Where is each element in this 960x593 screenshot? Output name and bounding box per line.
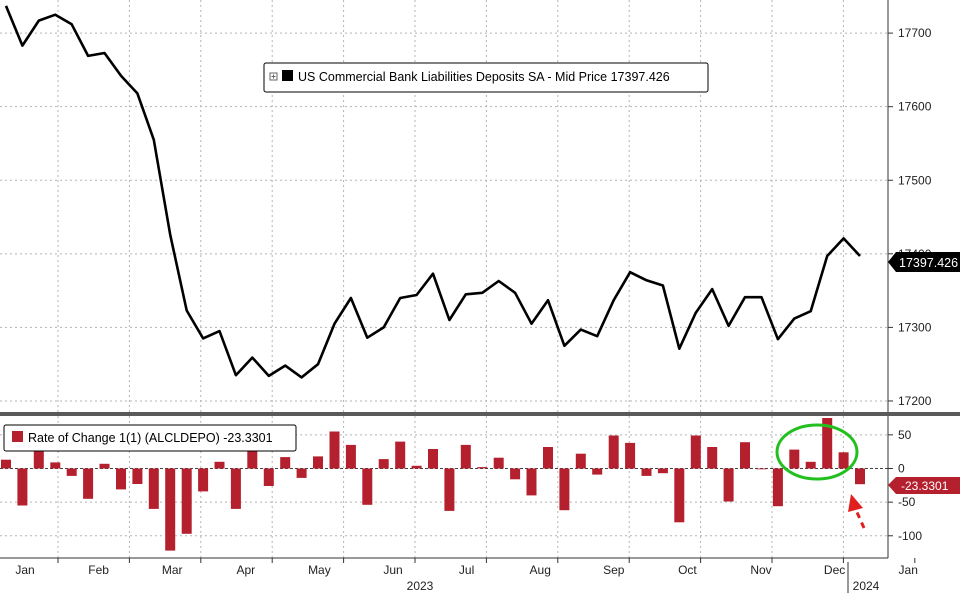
bottom-y-tick-label: 50 [898, 428, 912, 442]
x-month-label: Jun [383, 563, 402, 577]
rate-of-change-bar [313, 456, 323, 469]
rate-of-change-bar [855, 468, 865, 485]
rate-of-change-bar [690, 435, 701, 469]
x-year-label: 2024 [853, 579, 880, 593]
rate-of-change-bar [247, 450, 258, 469]
rate-of-change-bar [1, 459, 11, 469]
bottom-y-tick-label: -50 [898, 495, 916, 509]
rate-of-change-bar [66, 468, 77, 476]
rate-of-change-bar [822, 418, 833, 469]
top-panel-y-axis: 172001730017400175001760017700 [887, 0, 932, 412]
top-y-tick-label: 17300 [898, 320, 932, 334]
rate-of-change-bar [444, 468, 455, 511]
rate-of-change-bar [296, 468, 307, 478]
rate-of-change-bar [674, 468, 685, 523]
x-year-label: 2023 [407, 579, 434, 593]
bottom-y-tick-label: -100 [898, 529, 922, 543]
top-y-tick-label: 17700 [898, 26, 932, 40]
rate-of-change-bar [230, 468, 241, 509]
last-value-tag-top: 17397.426 [888, 252, 960, 272]
rate-of-change-bar [460, 444, 471, 469]
rate-of-change-bar [559, 468, 570, 511]
top-y-tick-label: 17500 [898, 173, 932, 187]
rate-of-change-bar [838, 452, 849, 469]
rate-of-change-bar [707, 447, 718, 469]
rate-of-change-bar [805, 461, 816, 469]
rate-of-change-bar [17, 468, 28, 506]
top-y-tick-label: 17600 [898, 100, 932, 114]
x-month-label: Aug [530, 563, 551, 577]
rate-of-change-bar [33, 446, 44, 469]
x-month-label: Dec [824, 563, 845, 577]
x-month-label: Apr [236, 563, 255, 577]
rate-of-change-bar [345, 444, 356, 469]
rate-of-change-bar [789, 449, 800, 469]
bottom-panel-grid [0, 416, 888, 558]
rate-of-change-bar [378, 459, 389, 469]
highlight-ellipse [775, 423, 859, 481]
rate-of-change-bar [214, 461, 225, 469]
annotation-arrow [848, 494, 866, 529]
rate-of-change-bar [477, 467, 488, 469]
rate-of-change-bar [625, 442, 636, 469]
rate-of-change-bar [411, 465, 422, 469]
rate-of-change-bar [198, 468, 209, 492]
rate-of-change-bar [99, 463, 110, 469]
rate-of-change-bar [657, 468, 668, 474]
x-month-label: Oct [678, 563, 697, 577]
rate-of-change-bar [148, 468, 159, 509]
rate-of-change-bar [641, 468, 652, 476]
x-month-label: Feb [88, 563, 109, 577]
bottom-panel-y-axis: -100 -50 0 50 [887, 416, 922, 558]
top-panel-grid [0, 0, 888, 412]
rate-of-change-bar [329, 431, 340, 469]
rate-of-change-bars [1, 418, 865, 551]
rate-of-change-bar [772, 468, 783, 507]
x-axis: Jan Feb Mar Apr May Jun Jul Aug Sep Oct Nov Dec Jan 2… [0, 557, 918, 593]
legend-bottom-label: Rate of Change 1(1) (ALCLDEPO) -23.3301 [28, 431, 273, 445]
rate-of-change-bar [395, 441, 406, 469]
rate-of-change-bar [608, 435, 619, 469]
top-y-tick-label: 17200 [898, 394, 932, 408]
rate-of-change-bar [493, 457, 504, 469]
x-month-label: Jan [15, 563, 34, 577]
x-month-label: Mar [162, 563, 183, 577]
x-month-label: Sep [603, 563, 625, 577]
x-month-label: Jul [459, 563, 474, 577]
rate-of-change-bar [263, 468, 274, 486]
rate-of-change-bar [50, 462, 61, 469]
deposits-series-line [4, 5, 861, 379]
last-value-bottom: -23.3301 [901, 479, 949, 493]
rate-of-change-bar [723, 468, 734, 502]
legend-top: US Commercial Bank Liabilities Deposits … [263, 62, 709, 93]
rate-of-change-bar [83, 468, 94, 499]
rate-of-change-bar [543, 447, 553, 469]
panel-divider[interactable] [0, 412, 960, 416]
x-month-label: Nov [750, 563, 771, 577]
legend-top-label: US Commercial Bank Liabilities Deposits … [298, 70, 670, 84]
rate-of-change-bar [740, 442, 750, 469]
rate-of-change-bar [575, 453, 586, 469]
rate-of-change-bar [116, 468, 126, 490]
rate-of-change-bar [165, 468, 176, 551]
last-value-top: 17397.426 [899, 256, 958, 270]
rate-of-change-bar [510, 468, 521, 480]
last-value-tag-bottom: -23.3301 [888, 477, 960, 494]
rate-of-change-bar [181, 468, 192, 534]
rate-of-change-bar [362, 468, 373, 505]
bottom-y-tick-label: 0 [898, 461, 905, 475]
legend-bottom: Rate of Change 1(1) (ALCLDEPO) -23.3301 [3, 424, 297, 452]
rate-of-change-bar [280, 457, 291, 469]
rate-of-change-bar [132, 468, 143, 484]
rate-of-change-bar [756, 468, 767, 470]
x-month-label: May [308, 563, 331, 577]
rate-of-change-bar [428, 449, 438, 469]
x-month-label: Jan [899, 563, 918, 577]
rate-of-change-bar [592, 468, 603, 475]
rate-of-change-bar [526, 468, 537, 496]
